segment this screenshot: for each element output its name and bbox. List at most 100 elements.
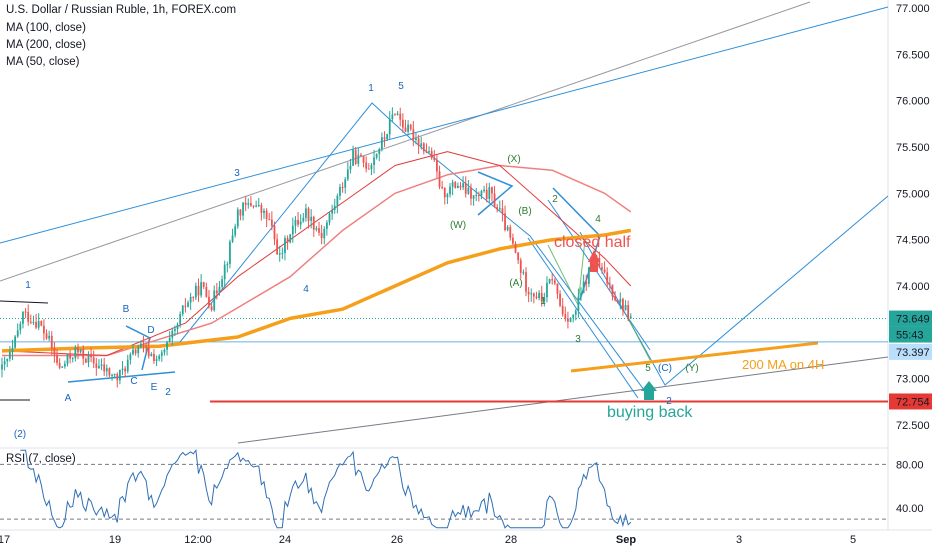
candle-body [92, 357, 95, 364]
candle-body [3, 361, 6, 365]
time-tick-label: 24 [279, 534, 291, 546]
candle-body [404, 127, 407, 132]
candle-body [200, 282, 203, 296]
candle-body [441, 186, 444, 188]
candle-body [69, 354, 72, 359]
candle-body [142, 343, 145, 346]
ma200-legend[interactable]: MA (200, close) [6, 39, 86, 51]
candle-body [407, 124, 409, 132]
candlesticks [1, 107, 632, 388]
blue-wave-label: 4 [303, 284, 309, 295]
candle-body [381, 137, 383, 150]
candle-body [116, 374, 119, 381]
time-tick-label: 17 [0, 534, 10, 546]
down-arrow-icon [588, 250, 600, 262]
red-level-tag-bg [889, 393, 932, 410]
candle-body [470, 187, 472, 199]
rsi-legend[interactable]: RSI (7, close) [6, 453, 76, 465]
rsi-line [20, 448, 632, 529]
candle-body [462, 183, 465, 188]
candle-body [174, 328, 176, 331]
candle-body [310, 216, 313, 221]
candle-body [577, 296, 580, 311]
candle-body [360, 154, 362, 157]
candle-body [538, 292, 540, 299]
time-tick-label: 12:00 [184, 534, 212, 546]
candle-body [242, 202, 244, 216]
candle-body [415, 138, 417, 140]
candle-body [433, 158, 436, 161]
lower-gray-channel-line [237, 356, 889, 444]
candle-body [24, 311, 27, 313]
candle-body [137, 346, 140, 354]
triangle-pattern-right [477, 171, 514, 216]
candle-body [255, 205, 258, 207]
candle-body [252, 205, 255, 207]
price-tick-label: 75.000 [896, 188, 930, 200]
blue-wave-label: A [65, 393, 72, 404]
candle-body [189, 296, 192, 303]
rsi-pane [0, 448, 888, 529]
candle-body [35, 322, 37, 328]
candle-body [349, 165, 352, 170]
candle-body [559, 293, 561, 306]
current-price-tag-bg [889, 310, 932, 327]
candle-body [124, 368, 127, 372]
candle-body [297, 219, 299, 225]
countdown-tag: 55:43 [896, 330, 924, 342]
candle-body [553, 280, 556, 284]
blue-wave-label: 1 [368, 83, 374, 94]
candle-body [250, 203, 252, 206]
candle-body [417, 138, 420, 146]
left-black-segment-top [0, 300, 49, 304]
candle-body [263, 210, 265, 213]
candle-body [438, 171, 441, 187]
candle-body [223, 264, 226, 280]
candle-body [336, 195, 339, 206]
candle-body [6, 358, 9, 362]
candle-body [548, 279, 551, 283]
candle-body [391, 114, 394, 120]
candle-body [294, 219, 297, 226]
candle-body [443, 187, 446, 198]
candle-body [527, 291, 530, 295]
candle-body [139, 343, 142, 347]
green-wave-label: 4 [595, 214, 601, 225]
candle-body [493, 193, 496, 208]
candle-body [328, 213, 331, 223]
candle-body [307, 208, 310, 221]
candle-body [305, 208, 307, 218]
channel-lower-line [527, 237, 639, 399]
ma100-legend[interactable]: MA (100, close) [6, 22, 86, 34]
candle-body [619, 298, 622, 303]
channel-upper-line [547, 199, 651, 351]
upper-gray-channel-line [0, 1, 811, 282]
candle-body [483, 189, 485, 192]
candle-body [378, 149, 381, 154]
candle-body [383, 137, 386, 140]
candle-body [45, 333, 48, 339]
time-axis: 17 19 12:00 24 26 28 Sep 3 5 [0, 534, 856, 546]
ma50-legend[interactable]: MA (50, close) [6, 56, 80, 68]
candle-body [234, 226, 237, 236]
time-tick-label: 26 [391, 534, 403, 546]
green-wave-label: (A) [509, 278, 522, 289]
candle-body [299, 221, 302, 225]
candle-body [517, 252, 520, 261]
upper-blue-trendline [0, 6, 889, 244]
candle-body [375, 153, 378, 158]
ma200-4h-note: 200 MA on 4H [742, 357, 824, 372]
price-tick-label: 76.500 [896, 49, 930, 61]
time-tick-label: 5 [850, 534, 856, 546]
candle-body [498, 208, 501, 210]
candle-body [312, 216, 315, 230]
blue-wave-label: 2 [165, 387, 171, 398]
candle-body [627, 305, 630, 318]
candle-body [77, 347, 79, 353]
candle-body [622, 298, 624, 311]
candle-body [221, 279, 223, 287]
candle-body [278, 253, 281, 255]
candle-body [147, 347, 150, 357]
symbol-title[interactable]: U.S. Dollar / Russian Ruble, 1h, FOREX.c… [6, 4, 237, 16]
